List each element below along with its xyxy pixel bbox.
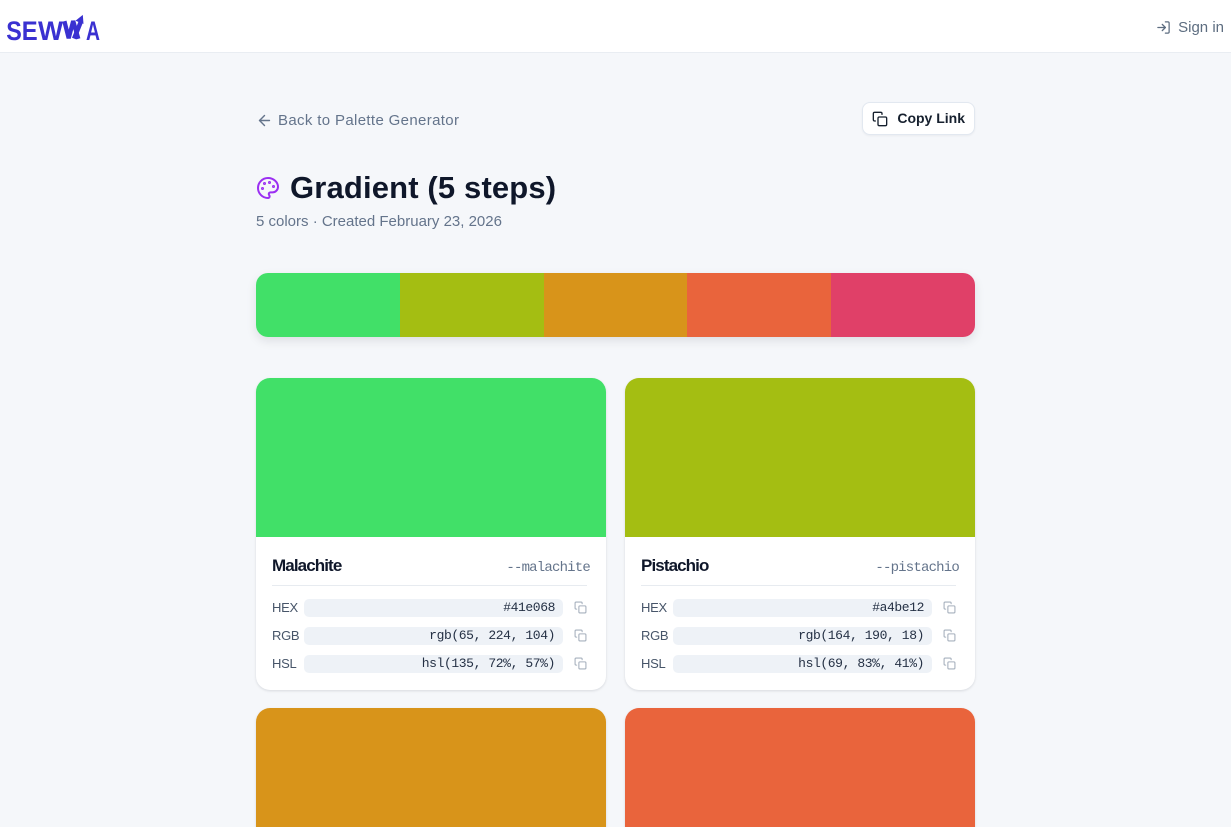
svg-text:W: W [38, 16, 63, 46]
svg-text:S: S [6, 17, 22, 47]
svg-text:E: E [22, 17, 38, 46]
svg-text:A: A [86, 16, 100, 46]
